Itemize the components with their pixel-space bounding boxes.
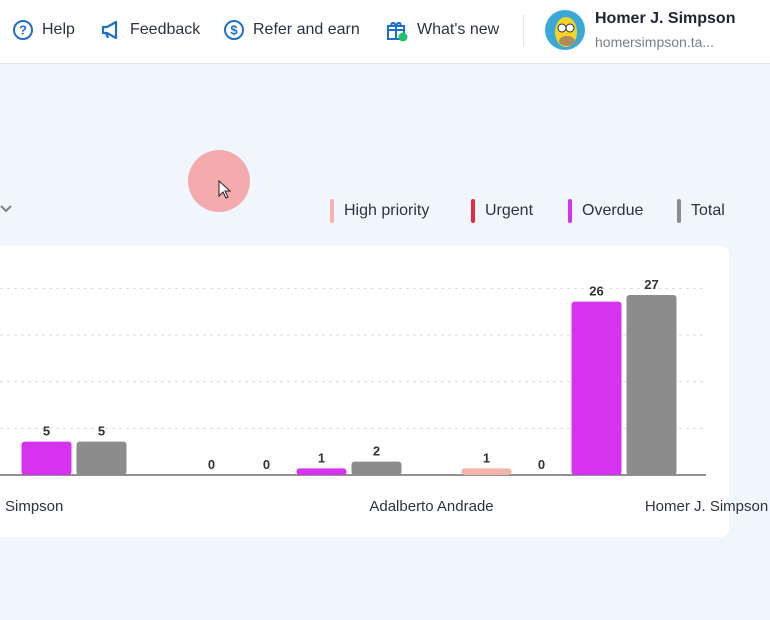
- user-org: homersimpson.ta...: [595, 34, 715, 50]
- feedback-button[interactable]: Feedback: [100, 18, 200, 42]
- user-name: Homer J. Simpson: [595, 10, 736, 27]
- data-label: 0: [208, 457, 215, 472]
- bar-total: [351, 461, 402, 475]
- bar-total: [626, 295, 677, 475]
- data-label: 5: [43, 424, 50, 439]
- legend-overdue[interactable]: Overdue: [568, 199, 643, 223]
- bar-total: [76, 441, 127, 475]
- bar-high-priority: [461, 468, 512, 475]
- refer-and-earn-button[interactable]: $ Refer and earn: [223, 18, 360, 42]
- x-tick-label: Homer J. Simpson: [645, 498, 768, 515]
- avatar[interactable]: [545, 10, 585, 50]
- whats-new-button[interactable]: What's new: [385, 18, 499, 42]
- help-label: Help: [42, 21, 75, 38]
- chevron-down-icon[interactable]: [0, 202, 16, 216]
- svg-text:$: $: [230, 23, 238, 38]
- help-icon: ?: [13, 20, 33, 40]
- gift-icon: [387, 22, 408, 42]
- data-label: 27: [644, 277, 658, 292]
- data-label: 0: [538, 457, 545, 472]
- data-label: 1: [318, 450, 325, 465]
- data-label: 1: [483, 450, 490, 465]
- legend-swatch: [471, 199, 475, 223]
- legend-total[interactable]: Total: [677, 199, 725, 223]
- legend-label: Overdue: [582, 202, 644, 219]
- data-label: 2: [373, 444, 380, 459]
- top-header: ? Help Feedback $ Refer and earn What's …: [0, 0, 770, 64]
- bar-overdue: [296, 468, 347, 475]
- legend-label: High priority: [344, 202, 430, 219]
- whats-new-label: What's new: [417, 21, 500, 38]
- legend-label: Total: [691, 202, 725, 219]
- legend-swatch: [330, 199, 334, 223]
- help-button[interactable]: ? Help: [12, 18, 75, 42]
- data-label: 26: [589, 284, 603, 299]
- bar-overdue: [571, 301, 622, 475]
- data-label: 0: [263, 457, 270, 472]
- megaphone-icon: [101, 20, 118, 40]
- data-label: 5: [98, 424, 105, 439]
- legend-swatch: [568, 199, 572, 223]
- legend-urgent[interactable]: Urgent: [471, 199, 533, 223]
- legend-swatch: [677, 199, 681, 223]
- x-tick-label: Simpson: [5, 498, 63, 515]
- bar-overdue: [21, 441, 72, 475]
- feedback-label: Feedback: [130, 21, 201, 38]
- header-divider: [523, 14, 524, 46]
- legend-label: Urgent: [485, 202, 534, 219]
- legend-high-priority[interactable]: High priority: [330, 199, 429, 223]
- x-tick-label: Adalberto Andrade: [369, 498, 493, 515]
- refer-label: Refer and earn: [253, 21, 360, 38]
- bar-chart: 5 5 Simpson 0 0 1 2 Adalberto Andrade 1 0 26 27 Home…: [0, 277, 768, 515]
- mouse-cursor-icon: [218, 180, 232, 199]
- dollar-icon: $: [224, 20, 244, 40]
- svg-text:?: ?: [19, 23, 27, 38]
